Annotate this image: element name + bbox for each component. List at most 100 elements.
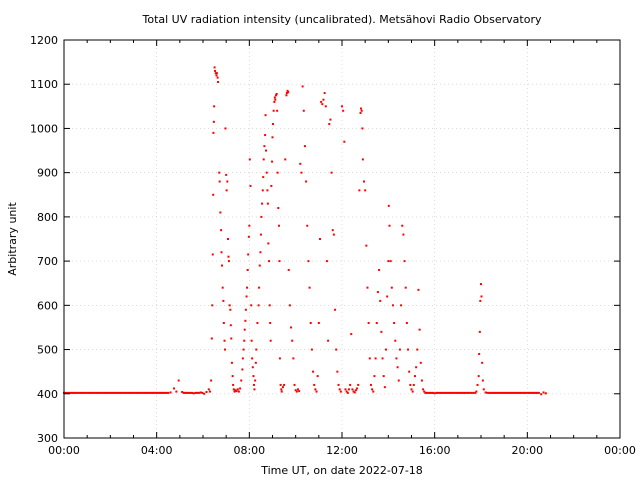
data-point-baseline — [114, 391, 117, 394]
data-point — [109, 391, 112, 394]
data-point — [285, 94, 288, 97]
data-point-baseline — [196, 391, 199, 394]
data-point — [475, 390, 478, 393]
data-point — [210, 379, 213, 382]
data-point — [250, 339, 253, 342]
data-point-baseline — [163, 391, 166, 394]
data-point — [228, 304, 231, 307]
data-point — [213, 105, 216, 108]
data-point — [208, 390, 211, 393]
data-point-baseline — [130, 391, 133, 394]
data-point — [397, 379, 400, 382]
y-tick-label: 700 — [37, 255, 58, 268]
data-point-baseline — [524, 391, 527, 394]
data-point — [246, 268, 249, 271]
data-point — [364, 189, 367, 192]
data-point — [338, 388, 341, 391]
data-point — [241, 357, 244, 360]
data-point — [251, 357, 254, 360]
data-point — [236, 388, 239, 391]
data-point-baseline — [509, 391, 512, 394]
data-point — [234, 389, 237, 392]
data-point-baseline — [112, 391, 115, 394]
data-point-baseline — [122, 391, 125, 394]
data-point — [286, 89, 289, 92]
data-point — [256, 322, 259, 325]
data-point-baseline — [82, 391, 85, 394]
data-point — [175, 390, 178, 393]
data-point — [225, 173, 228, 176]
data-point-baseline — [94, 391, 97, 394]
data-point — [214, 72, 217, 75]
data-point-baseline — [182, 391, 185, 394]
data-point — [271, 136, 274, 139]
data-point — [273, 96, 276, 99]
data-point — [207, 388, 210, 391]
x-axis-label: Time UT, on date 2022-07-18 — [260, 464, 423, 477]
data-point — [382, 375, 385, 378]
data-point — [224, 348, 227, 351]
data-point — [272, 109, 275, 112]
data-point — [404, 286, 407, 289]
data-point-baseline — [106, 391, 109, 394]
data-point — [314, 388, 317, 391]
data-point — [324, 105, 327, 108]
data-point — [253, 388, 256, 391]
data-point — [405, 322, 408, 325]
data-point — [339, 390, 342, 393]
data-point — [287, 91, 290, 94]
data-point — [292, 357, 295, 360]
data-point-baseline — [197, 391, 200, 394]
data-point — [390, 286, 393, 289]
data-point-baseline — [162, 391, 165, 394]
data-point — [132, 391, 135, 394]
data-point — [385, 348, 388, 351]
data-point — [359, 107, 362, 110]
data-point — [274, 98, 277, 101]
y-tick-label: 800 — [37, 211, 58, 224]
data-point-baseline — [450, 391, 453, 394]
data-point — [478, 330, 481, 333]
data-point — [411, 390, 414, 393]
data-point — [387, 204, 390, 207]
data-point — [220, 264, 223, 267]
data-point — [293, 383, 296, 386]
data-point — [313, 383, 316, 386]
data-point-baseline — [140, 391, 143, 394]
data-point — [227, 260, 230, 263]
data-point — [418, 328, 421, 331]
y-tick-label: 400 — [37, 388, 58, 401]
data-point-baseline — [516, 391, 519, 394]
data-point-baseline — [64, 391, 67, 394]
data-point — [379, 299, 382, 302]
data-point — [526, 391, 529, 394]
data-point — [155, 391, 158, 394]
data-point — [248, 224, 251, 227]
y-tick-label: 300 — [37, 432, 58, 445]
data-point — [222, 299, 225, 302]
data-point-baseline — [443, 391, 446, 394]
data-point-baseline — [425, 391, 428, 394]
data-point-baseline — [499, 391, 502, 394]
data-point-baseline — [446, 391, 449, 394]
data-point — [344, 388, 347, 391]
data-point — [329, 118, 332, 121]
data-point-baseline — [513, 391, 516, 394]
data-point-baseline — [127, 391, 130, 394]
data-point — [386, 295, 389, 298]
data-point — [347, 388, 350, 391]
data-point — [412, 383, 415, 386]
data-point — [295, 390, 298, 393]
data-point — [354, 389, 357, 392]
data-point-baseline — [521, 391, 524, 394]
data-point — [306, 224, 309, 227]
data-point-baseline — [506, 391, 509, 394]
data-point-baseline — [493, 391, 496, 394]
data-point — [416, 348, 419, 351]
data-point — [263, 145, 266, 148]
data-point — [252, 375, 255, 378]
data-point — [255, 348, 258, 351]
x-tick-label: 00:00 — [48, 444, 80, 457]
data-point — [229, 308, 232, 311]
data-point — [275, 92, 278, 95]
